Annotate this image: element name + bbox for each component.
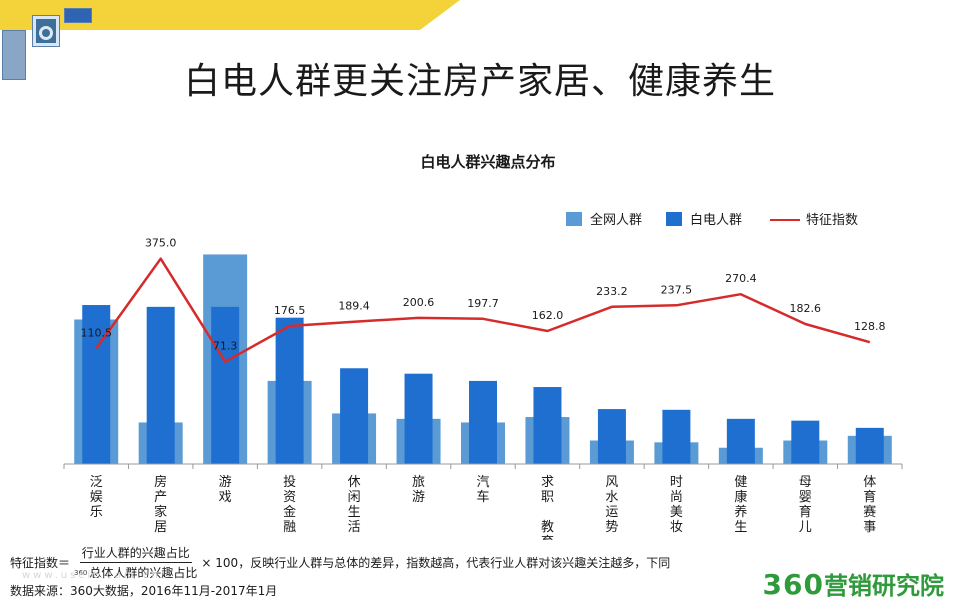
formula-multiplier: × 100	[201, 555, 239, 570]
index-data-label: 197.7	[467, 297, 499, 310]
index-data-label: 128.8	[854, 320, 886, 333]
monitor-icon	[64, 8, 92, 23]
x-axis-label: 休闲生活	[348, 475, 361, 535]
brand-logo: 360营销研究院	[763, 566, 944, 601]
window-icon	[32, 15, 60, 47]
legend-label-index: 特征指数	[806, 213, 858, 228]
interest-distribution-chart: 白电人群兴趣点分布 全网人群 白电人群 特征指数 泛娱乐 房产家居 游戏 投资金融 休闲…	[63, 153, 903, 540]
bar-white-goods	[211, 306, 240, 464]
bar-white-goods	[855, 427, 884, 464]
index-data-label: 182.6	[790, 302, 822, 315]
formula-denominator-wrap: 360 总体人群的兴趣占比	[74, 563, 197, 581]
legend-label-overall: 全网人群	[590, 212, 642, 228]
index-data-label: 162.0	[532, 309, 564, 322]
chart-title: 白电人群兴趣点分布	[420, 153, 555, 171]
formula-fraction: 行业人群的兴趣占比 360 总体人群的兴趣占比	[74, 544, 197, 581]
x-axis-label: 风水运势	[605, 475, 618, 535]
bar-layer	[74, 254, 892, 464]
x-axis-label: 房产家居	[154, 474, 167, 535]
formula-denominator-prefix: 360	[74, 568, 88, 577]
index-data-label: 200.6	[403, 296, 435, 309]
bar-white-goods	[533, 387, 562, 464]
index-data-label: 270.4	[725, 272, 757, 285]
top-decoration-band	[0, 0, 460, 30]
index-line-layer	[95, 257, 871, 363]
index-data-label: 110.5	[80, 326, 112, 339]
brand-text: 营销研究院	[824, 572, 944, 600]
x-axis-label: 汽车	[476, 475, 489, 505]
index-data-label: 233.2	[596, 285, 628, 298]
page-title: 白电人群更关注房产家居、健康养生	[183, 61, 776, 102]
legend-label-white-goods: 白电人群	[690, 212, 742, 228]
formula-description: ，反映行业人群与总体的差异，指数越高，代表行业人群对该兴趣关注越多，下同	[238, 556, 671, 570]
index-data-labels: 110.5 375.0 71.3 176.5 189.4 200.6 197.7 162.0 2…	[80, 237, 885, 353]
bar-white-goods	[597, 409, 626, 464]
index-data-label: 237.5	[661, 283, 693, 296]
x-axis-label: 投资金融	[283, 474, 296, 535]
side-panel-icon	[2, 30, 26, 80]
formula-label: 特征指数＝	[10, 556, 71, 570]
x-axis-label: 求职教育	[541, 475, 554, 540]
bar-white-goods	[340, 368, 369, 464]
bar-white-goods	[791, 420, 820, 464]
data-source: 数据来源：360大数据，2016年11月-2017年1月	[10, 584, 278, 598]
bar-white-goods	[146, 306, 175, 464]
bar-white-goods	[82, 305, 111, 464]
index-formula: 特征指数＝ 行业人群的兴趣占比 360 总体人群的兴趣占比 × 100 ，反映行…	[10, 544, 670, 581]
index-line	[95, 257, 871, 363]
legend-swatch-white-goods	[666, 212, 682, 226]
x-axis-label: 泛娱乐	[90, 475, 103, 520]
x-axis-label: 旅游	[412, 475, 425, 505]
formula-denominator: 总体人群的兴趣占比	[89, 566, 198, 580]
legend: 全网人群 白电人群 特征指数	[566, 212, 858, 228]
x-axis-labels: 泛娱乐 房产家居 游戏 投资金融 休闲生活 旅游 汽车 求职教育 风水运势 时尚美妆 健康养生 母婴育…	[90, 474, 877, 540]
bar-white-goods	[469, 380, 497, 464]
bar-white-goods	[662, 409, 691, 464]
bar-white-goods	[404, 373, 433, 464]
brand-number: 360	[762, 568, 824, 601]
x-axis-ticks	[63, 464, 903, 469]
formula-numerator: 行业人群的兴趣占比	[79, 544, 192, 563]
legend-swatch-overall	[566, 212, 582, 226]
index-data-label: 176.5	[274, 304, 306, 317]
x-axis-label: 体育赛事	[863, 475, 876, 535]
bar-white-goods	[275, 317, 304, 464]
x-axis-label: 时尚美妆	[670, 475, 683, 535]
index-data-label: 71.3	[213, 340, 238, 353]
x-axis-label: 游戏	[219, 475, 232, 505]
index-data-label: 375.0	[145, 237, 177, 250]
watermark: www.useit.com.cn	[22, 570, 161, 581]
bar-white-goods	[726, 418, 755, 464]
x-axis-label: 母婴育儿	[799, 475, 812, 535]
x-axis-label: 健康养生	[734, 475, 747, 535]
index-data-label: 189.4	[338, 300, 370, 313]
